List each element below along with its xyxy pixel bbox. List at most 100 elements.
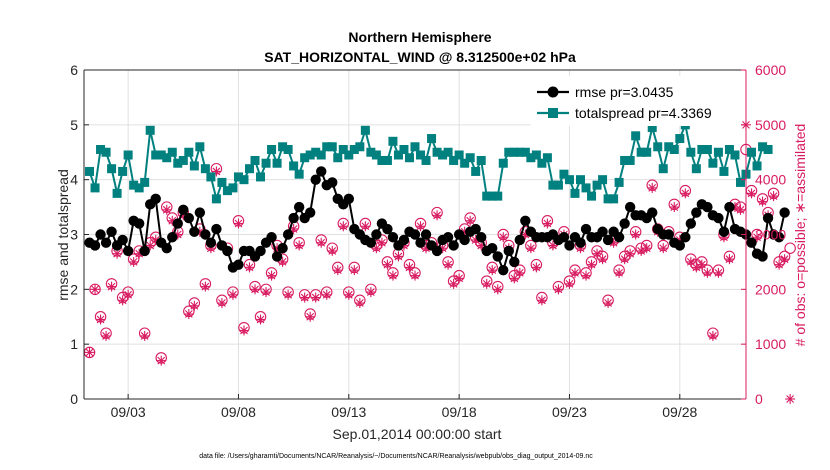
totalspread-point (404, 153, 414, 163)
totalspread-point (300, 153, 310, 163)
legend-background (531, 76, 741, 126)
obs-assimilated-point (707, 330, 718, 341)
obs-assimilated-point (332, 265, 343, 276)
y-tick-label-right-5: 5000 (755, 117, 786, 133)
totalspread-point (735, 177, 745, 187)
totalspread-point (758, 142, 768, 152)
asterisk-stroke-3 (631, 230, 640, 239)
rmse-point (476, 232, 487, 243)
totalspread-point (438, 150, 448, 160)
asterisk-stroke-3 (532, 263, 541, 272)
asterisk-stroke-3 (124, 290, 133, 299)
rmse-point (172, 218, 183, 229)
obs-assimilated-point (724, 254, 735, 265)
obs-assimilated-point (542, 218, 553, 229)
obs-assimilated-point (680, 188, 691, 199)
obs-assimilated-point (255, 314, 266, 325)
rmse-point (117, 234, 128, 246)
rmse-point (420, 229, 432, 240)
asterisk-stroke-3 (344, 290, 353, 299)
totalspread-point (504, 147, 514, 157)
totalspread-point (90, 183, 100, 193)
asterisk-stroke-3 (642, 244, 651, 253)
obs-assimilated-point (785, 394, 796, 404)
asterisk-stroke-3 (582, 271, 590, 280)
rmse-point (189, 226, 200, 237)
obs-assimilated-point (586, 259, 597, 270)
totalspread-point (112, 188, 122, 198)
rmse-point (387, 232, 399, 243)
obs-assimilated-point (338, 221, 349, 232)
rmse-point (398, 234, 410, 246)
asterisk-stroke-3 (587, 260, 596, 269)
rmse-point (613, 232, 625, 243)
asterisk-stroke-3 (543, 219, 552, 228)
totalspread-point (272, 158, 282, 168)
obs-assimilated-point (581, 270, 592, 281)
totalspread-point (355, 142, 365, 152)
rmse-point (150, 193, 161, 205)
asterisk-stroke-3 (322, 290, 331, 299)
totalspread-point (322, 142, 332, 152)
totalspread-point (399, 145, 409, 155)
asterisk-stroke-3 (284, 290, 293, 299)
asterisk-stroke-3 (703, 268, 712, 277)
obs-assimilated-point (702, 267, 713, 278)
totalspread-point (432, 147, 442, 157)
obs-assimilated-point (625, 248, 636, 259)
legend-label-rmse: rmse pr=3.0435 (575, 84, 674, 100)
totalspread-point (752, 161, 762, 171)
rmse-point (95, 229, 106, 240)
obs-assimilated-point (614, 267, 625, 278)
asterisk-stroke-3 (725, 255, 734, 264)
asterisk-stroke-3 (113, 249, 121, 258)
obs-assimilated-point (360, 221, 371, 232)
obs-assimilated-point (238, 325, 249, 336)
rmse-point (233, 259, 244, 270)
totalspread-point (713, 147, 723, 157)
rmse-point (161, 243, 172, 254)
asterisk-stroke-3 (670, 203, 679, 211)
obs-assimilated-point (387, 270, 398, 281)
rmse-point (409, 229, 421, 240)
totalspread-point (493, 191, 503, 201)
asterisk-stroke-3 (162, 205, 171, 214)
totalspread-point (344, 150, 354, 160)
totalspread-point (250, 155, 260, 165)
asterisk-stroke-3 (786, 395, 795, 403)
obs-assimilated-point (415, 221, 426, 232)
totalspread-point (449, 155, 459, 165)
y-tick-label-right-1: 1000 (755, 336, 786, 352)
totalspread-point (189, 161, 199, 171)
asterisk-stroke-3 (91, 285, 99, 294)
obs-assimilated-point (299, 292, 310, 303)
obs-assimilated-point (200, 281, 211, 292)
asterisk-stroke-3 (482, 279, 491, 288)
asterisk-stroke-3 (107, 282, 116, 291)
obs-assimilated-point (547, 240, 558, 251)
asterisk-stroke-3 (201, 282, 210, 291)
totalspread-point (134, 183, 144, 193)
totalspread-point (576, 175, 585, 185)
totalspread-point (636, 147, 646, 157)
obs-assimilated-point (250, 284, 261, 295)
y-tick-label-left-6: 6 (70, 62, 78, 78)
totalspread-point (256, 172, 266, 182)
obs-assimilated-point (774, 259, 785, 270)
rmse-point (757, 251, 768, 262)
obs-assimilated-point (161, 204, 172, 215)
totalspread-point (245, 164, 254, 174)
asterisk-stroke-3 (780, 255, 789, 264)
rmse-point (773, 232, 785, 243)
totalspread-point (581, 183, 591, 193)
obs-assimilated-point (233, 218, 244, 229)
totalspread-point (686, 147, 696, 157)
obs-assimilated-point (393, 251, 404, 262)
totalspread-point (333, 153, 343, 163)
asterisk-stroke-3 (433, 211, 441, 220)
rmse-point (762, 212, 774, 224)
asterisk-stroke-3 (245, 263, 254, 272)
asterisk-stroke-3 (389, 271, 397, 280)
totalspread-point (233, 172, 243, 182)
